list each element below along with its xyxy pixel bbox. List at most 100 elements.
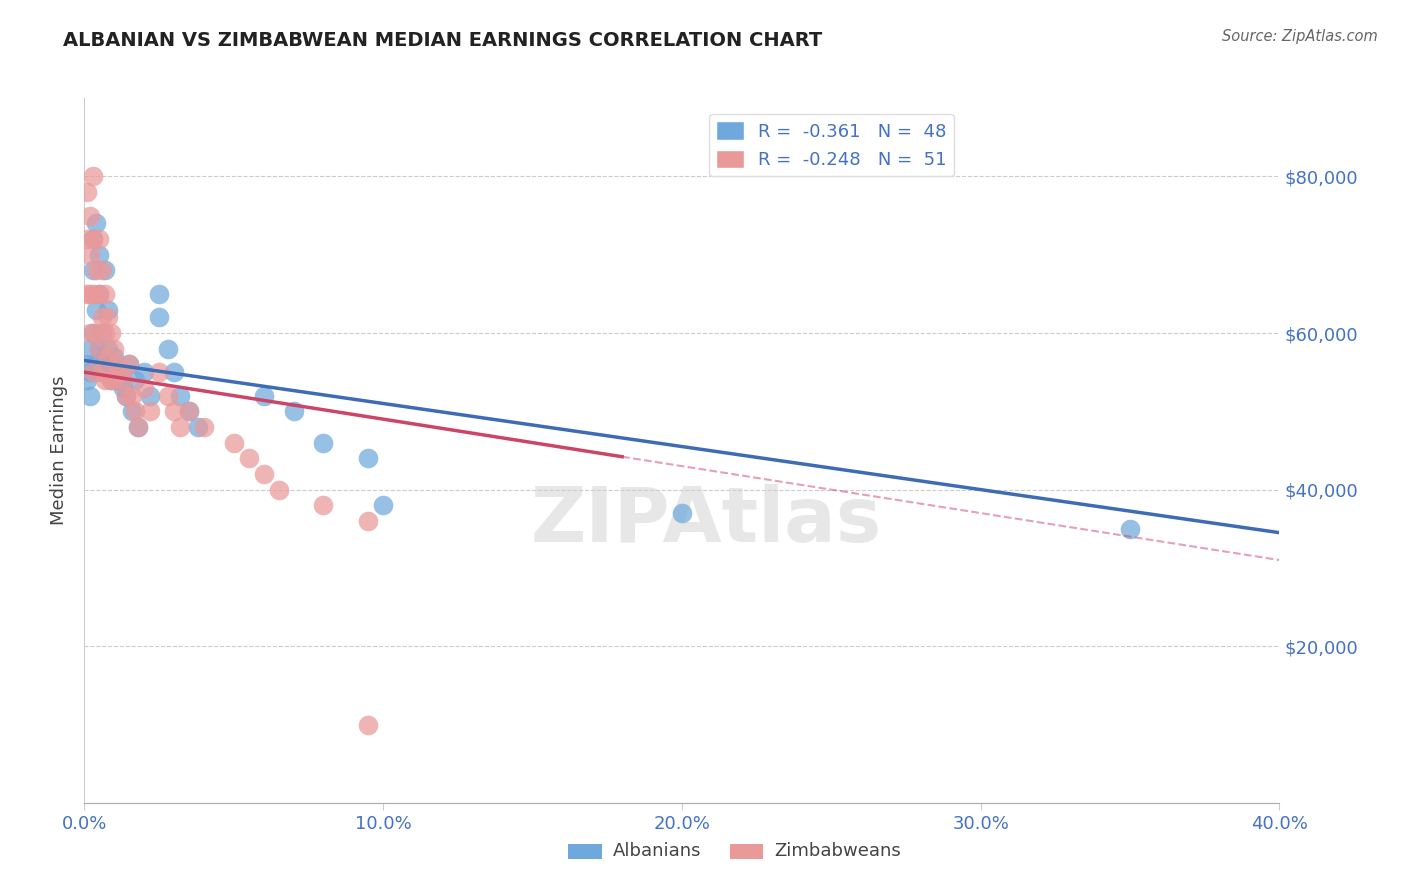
Point	[91, 365, 114, 379]
Point	[112, 381, 135, 395]
Point	[79, 286, 101, 301]
Point	[112, 373, 135, 387]
Point	[79, 326, 101, 340]
Point	[79, 248, 101, 262]
Point	[79, 342, 101, 356]
Text: Source: ZipAtlas.com: Source: ZipAtlas.com	[1222, 29, 1378, 44]
Point	[86, 216, 108, 230]
Point	[76, 357, 98, 371]
Point	[253, 467, 276, 481]
Point	[86, 326, 108, 340]
Point	[132, 365, 156, 379]
Point	[132, 381, 156, 395]
Point	[97, 310, 120, 325]
Point	[89, 232, 111, 246]
Point	[82, 232, 104, 246]
Point	[127, 420, 149, 434]
Point	[100, 373, 122, 387]
Point	[82, 263, 104, 277]
Point	[97, 342, 120, 356]
Point	[177, 404, 200, 418]
Point	[82, 169, 104, 184]
Point	[312, 435, 335, 450]
Point	[89, 342, 111, 356]
Text: ZIPAtlas: ZIPAtlas	[530, 484, 882, 558]
Point	[222, 435, 245, 450]
Point	[89, 342, 111, 356]
Point	[148, 286, 170, 301]
Text: Albanians: Albanians	[613, 842, 702, 860]
Point	[124, 373, 146, 387]
Text: Zimbabweans: Zimbabweans	[773, 842, 901, 860]
Point	[79, 389, 101, 403]
Point	[105, 373, 128, 387]
Point	[79, 365, 101, 379]
Point	[91, 310, 114, 325]
FancyBboxPatch shape	[730, 844, 763, 859]
Point	[118, 357, 141, 371]
Point	[148, 310, 170, 325]
Point	[187, 420, 209, 434]
Point	[94, 286, 117, 301]
Point	[671, 506, 693, 520]
Point	[100, 326, 122, 340]
Point	[105, 357, 128, 371]
Point	[357, 514, 380, 528]
Point	[139, 404, 162, 418]
Point	[89, 248, 111, 262]
Point	[157, 389, 180, 403]
Point	[115, 389, 138, 403]
FancyBboxPatch shape	[568, 844, 602, 859]
Point	[253, 389, 276, 403]
Point	[94, 373, 117, 387]
Point	[357, 451, 380, 466]
Point	[127, 420, 149, 434]
Point	[169, 389, 191, 403]
Point	[121, 389, 143, 403]
Point	[267, 483, 290, 497]
Point	[124, 404, 146, 418]
Point	[121, 404, 143, 418]
Point	[139, 389, 162, 403]
Point	[91, 326, 114, 340]
Point	[118, 357, 141, 371]
Point	[1119, 522, 1142, 536]
Point	[103, 342, 125, 356]
Point	[177, 404, 200, 418]
Point	[76, 185, 98, 199]
Legend: R =  -0.361   N =  48, R =  -0.248   N =  51: R = -0.361 N = 48, R = -0.248 N = 51	[709, 114, 953, 177]
Point	[94, 263, 117, 277]
Point	[163, 365, 186, 379]
Point	[115, 389, 138, 403]
Point	[86, 302, 108, 317]
Point	[100, 373, 122, 387]
Point	[76, 286, 98, 301]
Point	[103, 365, 125, 379]
Point	[94, 326, 117, 340]
Point	[82, 232, 104, 246]
Point	[97, 302, 120, 317]
Y-axis label: Median Earnings: Median Earnings	[51, 376, 69, 525]
Point	[76, 373, 98, 387]
Point	[97, 350, 120, 364]
Point	[110, 365, 132, 379]
Point	[91, 263, 114, 277]
Point	[169, 420, 191, 434]
Point	[312, 498, 335, 512]
Point	[163, 404, 186, 418]
Point	[89, 286, 111, 301]
Point	[82, 326, 104, 340]
Point	[82, 365, 104, 379]
Point	[89, 286, 111, 301]
Point	[193, 420, 215, 434]
Point	[103, 350, 125, 364]
Point	[82, 286, 104, 301]
Point	[94, 350, 117, 364]
Point	[157, 342, 180, 356]
Text: ALBANIAN VS ZIMBABWEAN MEDIAN EARNINGS CORRELATION CHART: ALBANIAN VS ZIMBABWEAN MEDIAN EARNINGS C…	[63, 31, 823, 50]
Point	[100, 357, 122, 371]
Point	[76, 232, 98, 246]
Point	[91, 365, 114, 379]
Point	[238, 451, 260, 466]
Point	[283, 404, 305, 418]
